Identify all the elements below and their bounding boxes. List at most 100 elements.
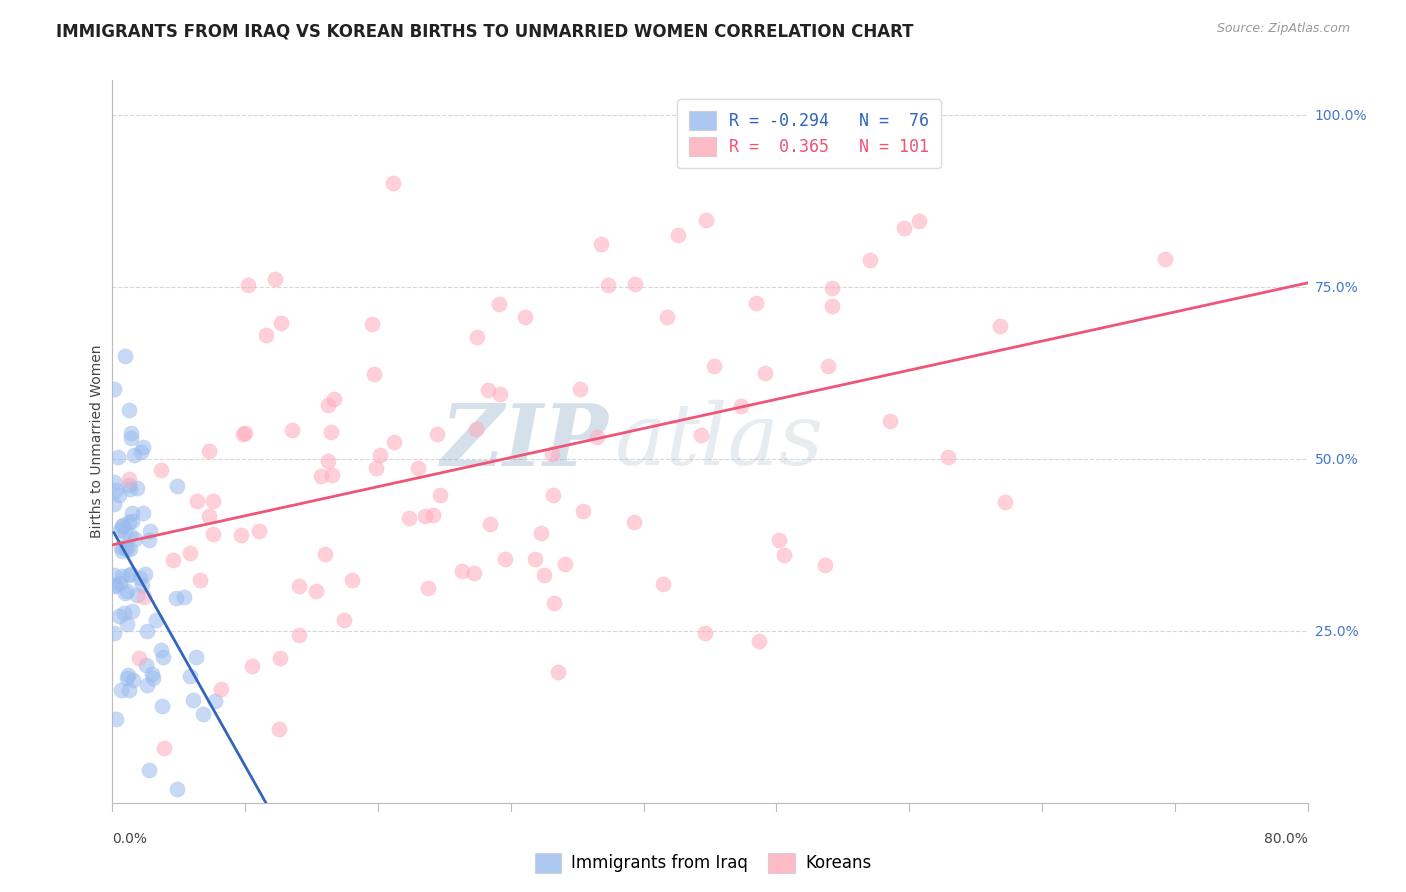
Point bbox=[695, 213, 717, 227]
Point bbox=[422, 508, 444, 522]
Point bbox=[198, 509, 221, 524]
Point bbox=[122, 673, 145, 688]
Text: Source: ZipAtlas.com: Source: ZipAtlas.com bbox=[1216, 22, 1350, 36]
Point bbox=[361, 318, 384, 332]
Point bbox=[114, 586, 136, 600]
Point bbox=[287, 579, 309, 593]
Point bbox=[523, 552, 546, 566]
Point bbox=[108, 488, 131, 502]
Point bbox=[859, 252, 882, 267]
Point bbox=[115, 616, 138, 631]
Point bbox=[772, 548, 794, 562]
Point bbox=[103, 626, 125, 640]
Point bbox=[693, 625, 716, 640]
Point bbox=[543, 596, 565, 610]
Point bbox=[368, 448, 391, 462]
Point bbox=[135, 658, 157, 673]
Point bbox=[125, 481, 148, 495]
Point bbox=[314, 547, 336, 561]
Point bbox=[908, 214, 931, 228]
Point bbox=[589, 237, 612, 252]
Point bbox=[103, 475, 125, 489]
Point bbox=[138, 763, 160, 777]
Point bbox=[179, 546, 201, 560]
Point bbox=[166, 782, 188, 797]
Point bbox=[139, 524, 162, 538]
Point bbox=[118, 403, 141, 417]
Point bbox=[150, 699, 173, 714]
Point bbox=[1154, 252, 1177, 267]
Point bbox=[463, 566, 485, 580]
Point bbox=[363, 367, 385, 381]
Point bbox=[364, 461, 387, 475]
Point bbox=[115, 671, 138, 685]
Point bbox=[211, 681, 233, 696]
Point bbox=[488, 297, 510, 311]
Point bbox=[936, 450, 959, 464]
Point bbox=[623, 277, 645, 291]
Point bbox=[179, 669, 201, 683]
Point bbox=[186, 649, 208, 664]
Point bbox=[311, 469, 333, 483]
Point bbox=[450, 564, 472, 578]
Point bbox=[122, 448, 145, 462]
Point bbox=[105, 712, 128, 726]
Point bbox=[198, 444, 221, 458]
Point bbox=[817, 359, 839, 373]
Point bbox=[110, 682, 132, 697]
Point bbox=[651, 576, 673, 591]
Point bbox=[115, 583, 138, 598]
Point bbox=[121, 506, 143, 520]
Point bbox=[316, 454, 339, 468]
Point bbox=[112, 607, 135, 621]
Text: atlas: atlas bbox=[614, 401, 824, 483]
Point bbox=[111, 518, 134, 533]
Point bbox=[120, 431, 142, 445]
Point bbox=[323, 392, 346, 406]
Point bbox=[127, 588, 149, 602]
Point bbox=[655, 310, 678, 324]
Point bbox=[745, 296, 768, 310]
Point bbox=[136, 678, 159, 692]
Point bbox=[477, 384, 499, 398]
Point bbox=[128, 571, 150, 585]
Point bbox=[568, 382, 591, 396]
Point bbox=[134, 567, 156, 582]
Legend: Immigrants from Iraq, Koreans: Immigrants from Iraq, Koreans bbox=[529, 847, 877, 880]
Text: IMMIGRANTS FROM IRAQ VS KOREAN BIRTHS TO UNMARRIED WOMEN CORRELATION CHART: IMMIGRANTS FROM IRAQ VS KOREAN BIRTHS TO… bbox=[56, 22, 914, 40]
Point bbox=[267, 722, 290, 736]
Point bbox=[730, 399, 752, 413]
Point bbox=[117, 668, 139, 682]
Point bbox=[145, 613, 167, 627]
Point bbox=[132, 440, 155, 454]
Point bbox=[204, 693, 226, 707]
Point bbox=[332, 613, 354, 627]
Y-axis label: Births to Unmarried Women: Births to Unmarried Women bbox=[90, 345, 104, 538]
Point bbox=[533, 567, 555, 582]
Point bbox=[821, 300, 844, 314]
Point bbox=[530, 525, 553, 540]
Text: ZIP: ZIP bbox=[440, 400, 609, 483]
Point bbox=[118, 682, 141, 697]
Point bbox=[103, 382, 125, 396]
Point bbox=[233, 426, 256, 441]
Point bbox=[319, 425, 342, 439]
Point bbox=[188, 574, 211, 588]
Text: 0.0%: 0.0% bbox=[112, 831, 148, 846]
Point bbox=[465, 422, 488, 436]
Point bbox=[117, 541, 139, 556]
Point bbox=[129, 444, 152, 458]
Point bbox=[118, 472, 141, 486]
Point bbox=[381, 177, 404, 191]
Point bbox=[513, 310, 536, 324]
Point bbox=[141, 667, 163, 681]
Point bbox=[254, 328, 277, 343]
Point bbox=[107, 450, 129, 464]
Point bbox=[118, 478, 141, 492]
Point bbox=[166, 479, 188, 493]
Point bbox=[152, 649, 174, 664]
Point bbox=[270, 316, 292, 330]
Point bbox=[623, 515, 645, 529]
Point bbox=[134, 590, 156, 604]
Point bbox=[703, 359, 725, 373]
